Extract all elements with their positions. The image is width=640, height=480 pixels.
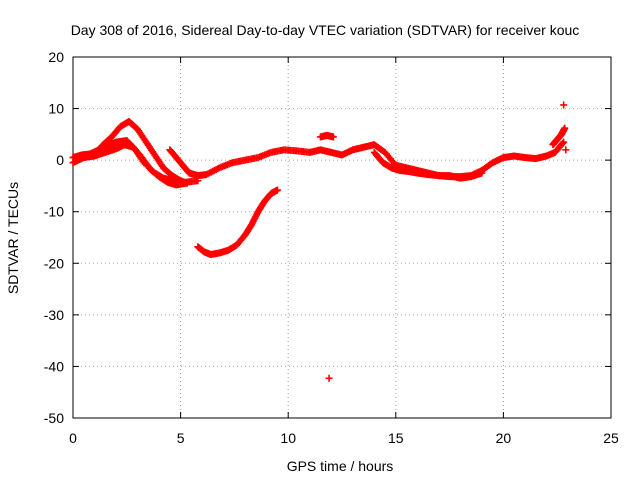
chart-title: Day 308 of 2016, Sidereal Day-to-day VTE… bbox=[71, 22, 580, 38]
x-tick-label: 0 bbox=[69, 430, 77, 446]
y-tick-label: 10 bbox=[48, 101, 64, 117]
data-point bbox=[329, 133, 337, 141]
data-point bbox=[183, 179, 191, 187]
data-point bbox=[560, 138, 568, 146]
data-point bbox=[562, 146, 570, 154]
x-axis-label: GPS time / hours bbox=[287, 458, 394, 474]
plot-frame bbox=[72, 56, 612, 419]
data-layer bbox=[69, 101, 570, 382]
data-point bbox=[559, 139, 567, 147]
y-tick-label: 0 bbox=[56, 152, 64, 168]
y-tick-label: -10 bbox=[44, 204, 64, 220]
data-point bbox=[325, 374, 333, 382]
data-point bbox=[273, 186, 281, 194]
y-tick-label: -30 bbox=[44, 307, 64, 323]
label-layer: 20 10 0 -10 -20 -30 -40 -50 0 5 10 15 20 25 bbox=[44, 49, 619, 446]
y-tick-label: 20 bbox=[48, 49, 64, 65]
x-tick-label: 5 bbox=[177, 430, 185, 446]
data-point bbox=[561, 124, 569, 132]
x-tick-label: 15 bbox=[388, 430, 404, 446]
grid-layer bbox=[73, 57, 611, 418]
y-axis-label: SDTVAR / TECUs bbox=[5, 182, 21, 294]
y-tick-label: -40 bbox=[44, 358, 64, 374]
x-tick-label: 25 bbox=[603, 430, 619, 446]
x-tick-label: 20 bbox=[496, 430, 512, 446]
tick-layer bbox=[72, 56, 612, 419]
y-tick-label: -20 bbox=[44, 255, 64, 271]
data-point bbox=[478, 169, 486, 177]
x-tick-label: 10 bbox=[280, 430, 296, 446]
y-tick-label: -50 bbox=[44, 410, 64, 426]
data-point bbox=[560, 101, 568, 109]
